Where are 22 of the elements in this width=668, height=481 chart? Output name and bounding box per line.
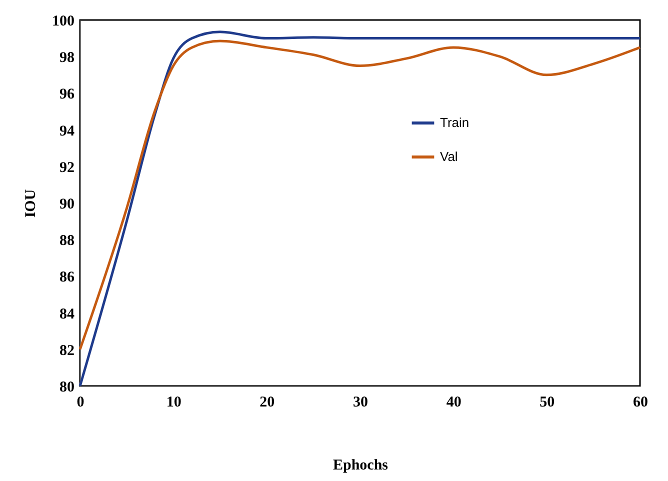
y-tick-label: 98 xyxy=(60,50,74,66)
x-tick-label: 10 xyxy=(166,394,182,410)
y-tick-label: 80 xyxy=(60,380,74,396)
x-tick-label: 60 xyxy=(633,394,648,410)
y-tick-label: 86 xyxy=(60,270,75,286)
y-tick-label: 90 xyxy=(60,196,74,212)
y-tick-label: 84 xyxy=(60,306,75,322)
legend-label: Val xyxy=(440,149,458,164)
x-axis-title: Ephochs xyxy=(332,458,388,474)
x-tick-label: 50 xyxy=(540,394,555,410)
y-tick-label: 96 xyxy=(60,86,75,103)
y-tick-label: 100 xyxy=(52,14,74,30)
legend-label: Train xyxy=(440,115,470,130)
x-tick-label: 40 xyxy=(446,394,462,410)
y-tick-label: 88 xyxy=(60,233,74,250)
y-tick-label: 94 xyxy=(60,123,75,140)
x-tick-label: 20 xyxy=(260,394,275,410)
x-tick-label: 30 xyxy=(353,394,368,410)
y-tick-label: 82 xyxy=(60,342,74,359)
y-tick-label: 92 xyxy=(60,160,74,176)
x-tick-label: 0 xyxy=(76,394,84,410)
y-axis-title: IOU xyxy=(23,189,39,218)
